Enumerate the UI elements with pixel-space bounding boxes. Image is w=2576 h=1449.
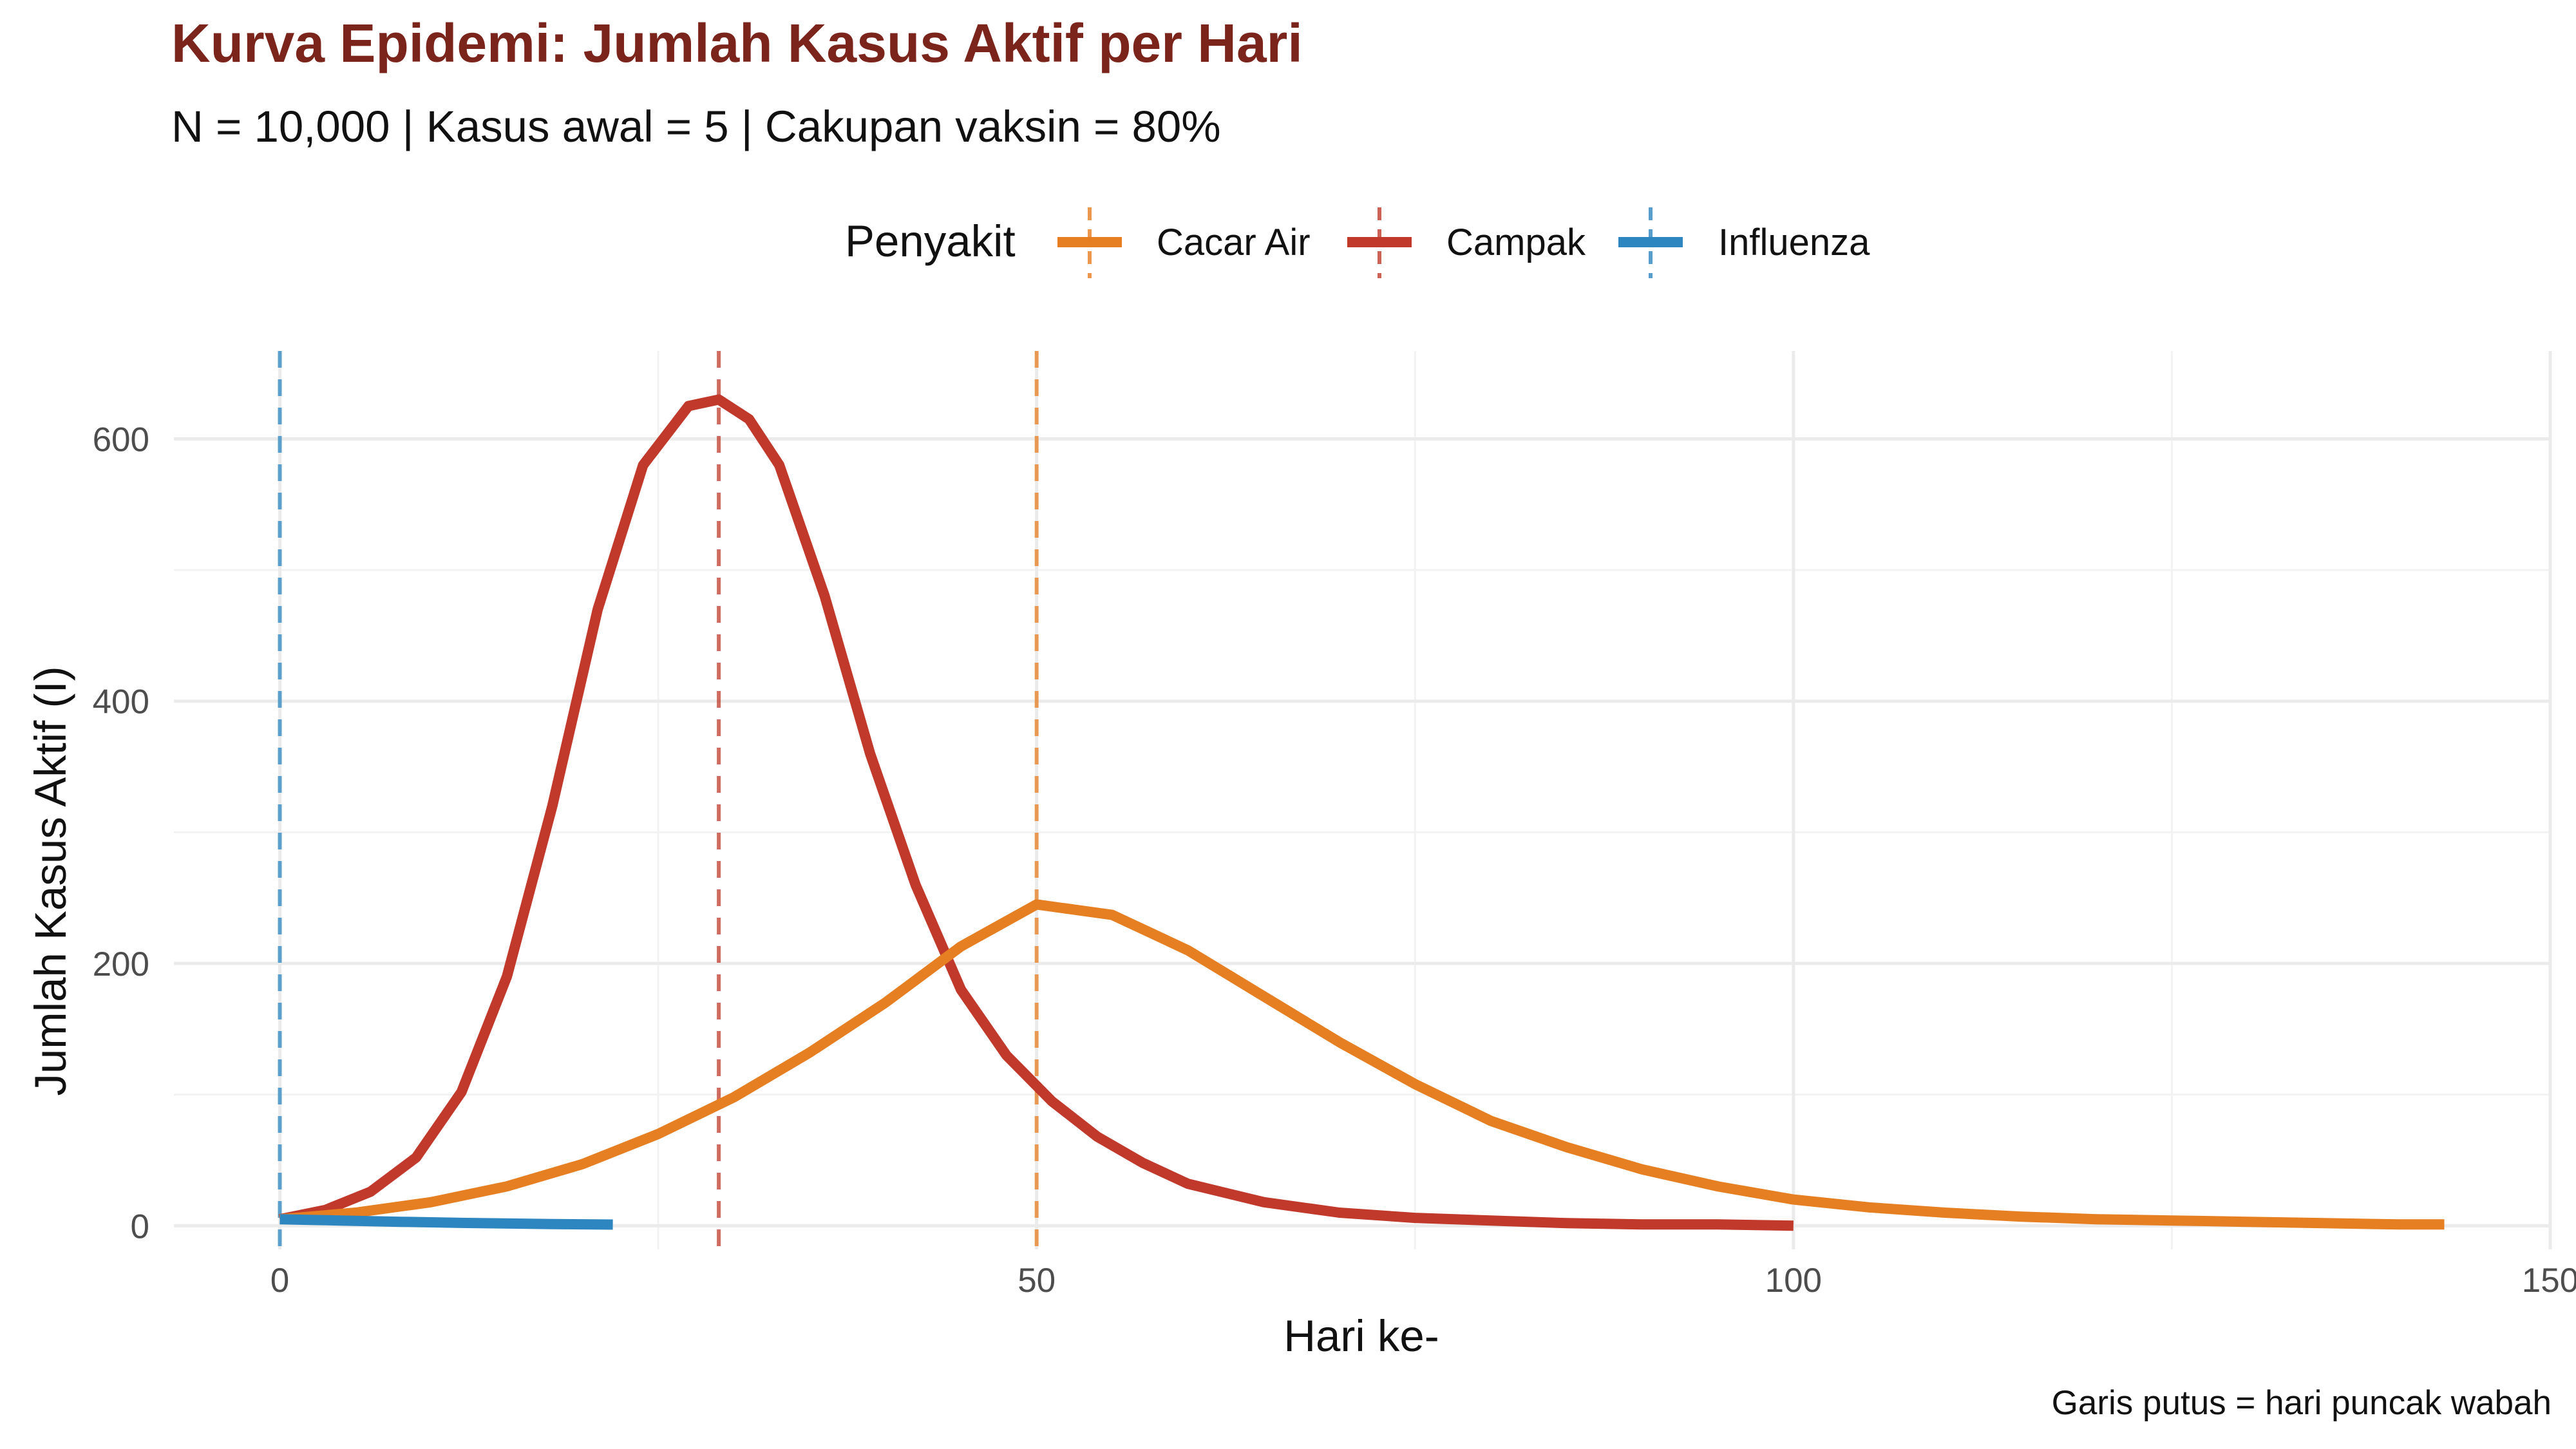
y-axis-ticks: 0 200 400 600 — [93, 421, 149, 1245]
legend: Penyakit Cacar Air Campak Influenza — [845, 207, 1870, 278]
x-tick-label: 50 — [1018, 1262, 1056, 1300]
series-line-influenza — [279, 1214, 613, 1230]
x-tick-label: 0 — [270, 1262, 289, 1300]
series-line-cacar-air — [279, 899, 2445, 1230]
legend-label: Cacar Air — [1157, 222, 1311, 263]
chart-title: Kurva Epidemi: Jumlah Kasus Aktif per Ha… — [171, 13, 1303, 73]
legend-label: Campak — [1446, 222, 1586, 263]
y-tick-label: 200 — [93, 945, 149, 983]
y-tick-label: 600 — [93, 421, 149, 459]
x-tick-label: 150 — [2522, 1262, 2576, 1300]
plot-area — [174, 351, 2552, 1249]
series-line-campak — [278, 394, 1794, 1231]
series-lines — [278, 394, 2445, 1231]
x-axis-ticks: 0 50 100 150 — [270, 1262, 2576, 1300]
legend-label: Influenza — [1718, 222, 1870, 263]
legend-title: Penyakit — [845, 216, 1016, 266]
y-axis-label: Jumlah Kasus Aktif (I) — [26, 666, 75, 1095]
major-gridlines — [174, 351, 2552, 1249]
y-tick-label: 0 — [131, 1208, 149, 1245]
x-axis-label: Hari ke- — [1283, 1311, 1439, 1361]
legend-item-cacar-air: Cacar Air — [1057, 207, 1311, 278]
chart-subtitle: N = 10,000 | Kasus awal = 5 | Cakupan va… — [171, 102, 1221, 151]
legend-item-campak: Campak — [1347, 207, 1586, 278]
minor-gridlines — [174, 351, 2550, 1249]
x-tick-label: 100 — [1765, 1262, 1822, 1300]
legend-item-influenza: Influenza — [1618, 207, 1870, 278]
chart-caption: Garis putus = hari puncak wabah — [2052, 1384, 2552, 1422]
y-tick-label: 400 — [93, 683, 149, 721]
